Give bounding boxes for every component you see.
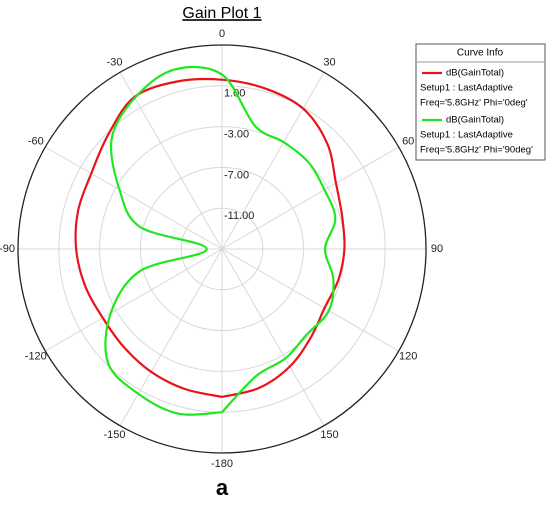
legend-setup: Setup1 : LastAdaptive — [420, 83, 513, 94]
radial-tick-label: -11.00 — [224, 210, 254, 222]
radial-tick-label: 1.00 — [224, 88, 245, 100]
angle-tick-label: 30 — [323, 57, 335, 69]
legend-label: dB(GainTotal) — [446, 115, 504, 126]
angle-tick-label: -90 — [0, 243, 15, 255]
angle-tick-label: -30 — [107, 57, 123, 69]
gain-curve — [74, 77, 346, 398]
radial-tick-label: -7.00 — [224, 169, 249, 181]
outer-circle — [17, 44, 427, 454]
grid-spoke — [221, 248, 399, 352]
polar-grid — [17, 44, 427, 454]
angle-tick-label: 60 — [402, 135, 414, 147]
caption: a — [216, 475, 229, 500]
chart-title: Gain Plot 1 — [182, 5, 261, 22]
angle-tick-label: -150 — [103, 429, 125, 441]
legend-box — [415, 43, 546, 161]
angle-tick-label: -120 — [25, 350, 47, 362]
grid-spoke — [221, 248, 325, 426]
grid-spoke — [221, 72, 325, 250]
legend: Curve Info dB(GainTotal) Setup1 : LastAda… — [415, 43, 546, 161]
legend-condition: Freq='5.8GHz' Phi='0deg' — [420, 98, 528, 109]
gain-curve — [104, 65, 337, 416]
grid-spoke — [45, 146, 223, 250]
grid-spoke — [221, 146, 399, 250]
angle-tick-label: 120 — [399, 350, 417, 362]
grid-spoke — [119, 248, 223, 426]
legend-title: Curve Info — [457, 48, 504, 59]
grid-spoke — [45, 248, 223, 352]
angle-tick-label: 90 — [431, 243, 443, 255]
angle-tick-label: 0 — [219, 28, 225, 40]
angle-tick-label: 150 — [320, 429, 338, 441]
legend-condition: Freq='5.8GHz' Phi='90deg' — [420, 145, 533, 156]
grid-spoke — [119, 72, 223, 250]
radial-tick-label: -3.00 — [224, 129, 249, 141]
legend-setup: Setup1 : LastAdaptive — [420, 130, 513, 141]
legend-label: dB(GainTotal) — [446, 68, 504, 79]
angle-tick-label: -60 — [28, 135, 44, 147]
angle-tick-label: -180 — [211, 458, 233, 470]
